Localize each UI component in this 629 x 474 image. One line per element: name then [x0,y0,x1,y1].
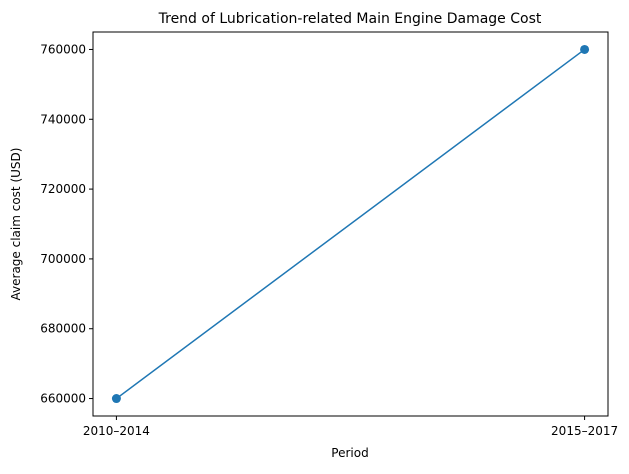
y-axis-label: Average claim cost (USD) [9,148,23,301]
x-tick-label: 2015–2017 [551,424,618,438]
data-point [580,44,590,54]
data-point [111,394,121,404]
series-line [115,48,586,400]
y-tick-label: 740000 [40,112,86,126]
series [111,44,590,404]
x-tick-label: 2010–2014 [83,424,150,438]
x-axis: 2010–2014 2015–2017 [83,416,618,438]
x-axis-label: Period [331,446,368,460]
y-tick-label: 700000 [40,252,86,266]
chart-title: Trend of Lubrication-related Main Engine… [158,11,542,27]
y-tick-label: 760000 [40,42,86,56]
plot-frame [92,31,609,417]
y-axis: 660000 680000 700000 720000 740000 760000 [40,42,93,406]
y-tick-label: 660000 [40,392,86,406]
y-tick-label: 720000 [40,182,86,196]
y-tick-label: 680000 [40,322,86,336]
